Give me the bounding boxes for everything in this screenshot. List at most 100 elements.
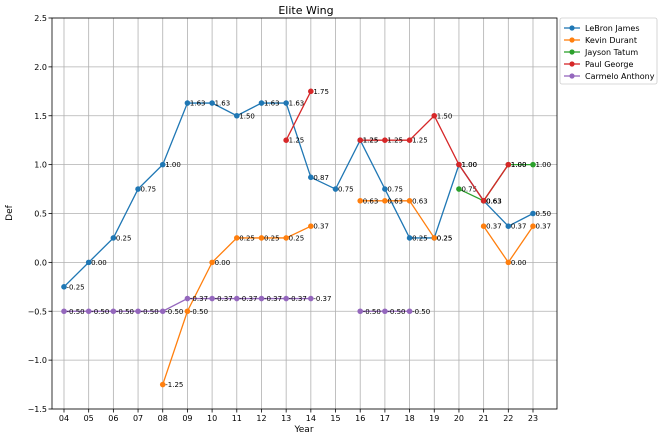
x-tick-label: 15 (330, 414, 340, 423)
data-label: 0.75 (387, 186, 403, 194)
data-point (184, 100, 191, 106)
data-label: 1.25 (363, 137, 379, 145)
y-tick-label: 0.5 (34, 210, 47, 219)
legend-entry: Jayson Tatum (584, 48, 638, 57)
data-label: 0.63 (387, 197, 403, 205)
x-tick-label: 22 (503, 414, 513, 423)
data-point (332, 186, 339, 192)
data-point (530, 161, 536, 168)
y-tick-label: 2.0 (34, 63, 47, 72)
grid-lines (52, 17, 557, 410)
data-point (308, 295, 314, 302)
data-label: 0.63 (486, 197, 502, 205)
data-point (61, 308, 67, 315)
legend-marker (569, 49, 575, 55)
x-tick-label: 11 (232, 414, 242, 423)
y-tick-label: 0.0 (34, 258, 47, 267)
x-tick-label: 09 (182, 414, 192, 423)
data-point (258, 295, 265, 302)
data-label: 1.63 (289, 100, 305, 108)
series-line (360, 200, 435, 239)
y-tick-label: −1.5 (28, 405, 47, 414)
data-point (85, 259, 92, 266)
data-point (283, 295, 289, 302)
legend-entry: Carmelo Anthony (585, 72, 655, 81)
data-label: 1.00 (461, 161, 477, 169)
data-point (184, 308, 191, 315)
x-tick-label: 07 (133, 414, 143, 423)
data-label: 0.25 (239, 234, 255, 242)
legend-box (559, 17, 658, 85)
y-axis-label: Def (5, 204, 15, 220)
y-axis-ticks: −1.5 −1.0 −0.5 0.0 0.5 1.0 1.5 2.0 2.5 (28, 14, 52, 414)
data-label: 0.25 (437, 234, 453, 242)
data-point (308, 88, 314, 95)
data-label: 0.87 (313, 174, 329, 182)
data-point (382, 308, 388, 315)
x-tick-label: 05 (84, 414, 94, 423)
data-point (283, 137, 289, 143)
data-label: -0.37 (190, 295, 208, 303)
data-label: 1.25 (289, 137, 305, 145)
data-label: 1.75 (313, 88, 329, 96)
data-label: -0.50 (67, 308, 85, 316)
x-axis-ticks: 04 05 06 07 08 09 10 11 12 13 14 15 16 17 18 19 20 21 22 23 (59, 409, 538, 423)
data-point (480, 197, 487, 204)
series-carmelo-anthony: -0.50 -0.50 -0.50 -0.50 -0.50 -0.37 -0.37 -0.37… (61, 295, 430, 316)
data-label: -0.50 (141, 308, 159, 316)
data-point (480, 223, 487, 230)
data-point (85, 308, 92, 315)
series-line (63, 102, 534, 288)
data-point (233, 295, 240, 302)
data-point (530, 210, 536, 217)
data-label: 0.25 (264, 234, 280, 242)
data-label: 1.50 (437, 112, 453, 120)
data-label: -0.37 (215, 295, 233, 303)
data-label: 0.00 (511, 259, 527, 267)
data-point (308, 174, 314, 181)
data-label: -0.50 (363, 308, 381, 316)
x-axis-label: Year (293, 425, 313, 435)
data-label: 0.25 (289, 234, 305, 242)
data-point (184, 295, 191, 302)
data-label: 0.00 (215, 259, 231, 267)
data-point (357, 137, 364, 143)
data-point (382, 197, 388, 204)
legend: LeBron James Kevin Durant Jayson Tatum Paul… (559, 17, 658, 85)
x-tick-label: 14 (306, 414, 316, 423)
data-label: -0.50 (412, 308, 430, 316)
data-point (135, 186, 141, 192)
x-tick-label: 18 (404, 414, 414, 423)
data-point (209, 295, 215, 302)
data-point (456, 186, 462, 192)
x-tick-label: 06 (108, 414, 118, 423)
data-point (406, 308, 413, 315)
data-label: 0.75 (141, 186, 157, 194)
data-label: 0.50 (536, 210, 552, 218)
x-tick-label: 21 (479, 414, 489, 423)
legend-marker (569, 25, 575, 31)
data-point (159, 381, 166, 388)
y-tick-label: 2.5 (34, 14, 47, 23)
data-point (431, 112, 438, 119)
series-layer: -0.25 0.00 0.25 0.75 1.00 1.63 1.63 1.50 1.63 1.6… (61, 88, 551, 389)
data-point (357, 308, 364, 315)
legend-marker (569, 37, 575, 43)
data-label: 0.25 (412, 234, 428, 242)
data-label: 0.75 (338, 186, 354, 194)
data-label: 1.00 (536, 161, 552, 169)
data-label: 1.25 (412, 137, 428, 145)
data-label: 1.00 (165, 161, 181, 169)
data-point (110, 308, 117, 315)
data-label: 0.00 (91, 259, 107, 267)
data-label: 1.00 (511, 161, 527, 169)
data-point (505, 259, 512, 266)
data-point (283, 100, 289, 106)
data-label: -0.50 (165, 308, 183, 316)
data-label: -0.37 (239, 295, 257, 303)
data-point (135, 308, 141, 315)
x-tick-label: 17 (380, 414, 390, 423)
data-point (505, 223, 512, 230)
data-point (61, 284, 67, 290)
